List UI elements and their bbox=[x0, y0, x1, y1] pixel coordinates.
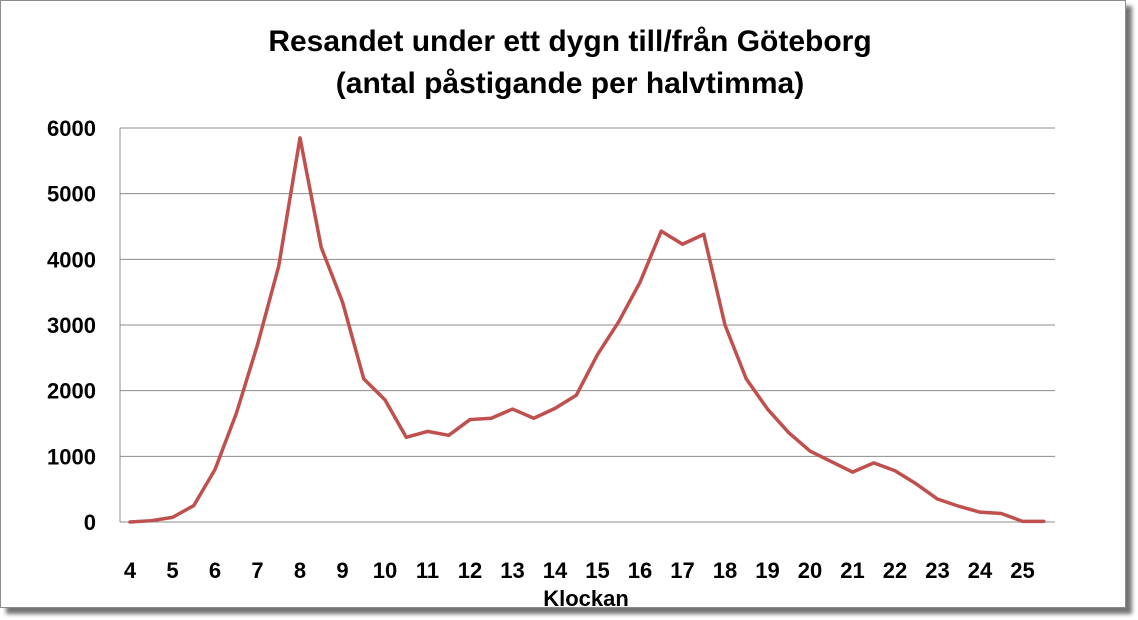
y-tick-label: 2000 bbox=[47, 379, 96, 404]
axes bbox=[119, 128, 1055, 523]
gridlines bbox=[120, 127, 1055, 457]
x-tick-label: 17 bbox=[670, 558, 694, 583]
x-tick-labels: 4 5 6 7 8 9 10 11 12 13 14 15 16 17 18 19 20 21 22 23 24 25 bbox=[124, 558, 1035, 583]
x-tick-label: 24 bbox=[968, 558, 993, 583]
y-tick-label: 6000 bbox=[47, 116, 96, 141]
y-tick-label: 4000 bbox=[47, 247, 96, 272]
x-tick-label: 8 bbox=[294, 558, 306, 583]
x-tick-label: 19 bbox=[755, 558, 779, 583]
x-tick-label: 14 bbox=[543, 558, 568, 583]
x-tick-label: 16 bbox=[628, 558, 652, 583]
x-tick-label: 18 bbox=[713, 558, 737, 583]
x-tick-label: 10 bbox=[373, 558, 397, 583]
x-axis-label: Klockan bbox=[543, 586, 629, 611]
y-tick-label: 0 bbox=[84, 510, 96, 535]
x-tick-label: 13 bbox=[500, 558, 524, 583]
y-tick-label: 3000 bbox=[47, 313, 96, 338]
x-tick-label: 21 bbox=[840, 558, 864, 583]
y-tick-labels: 0 1000 2000 3000 4000 5000 6000 bbox=[47, 116, 96, 535]
x-tick-label: 9 bbox=[336, 558, 348, 583]
x-tick-label: 25 bbox=[1010, 558, 1034, 583]
x-tick-label: 7 bbox=[251, 558, 263, 583]
line-chart: 0 1000 2000 3000 4000 5000 6000 4 5 6 7 8 9 10 11 12 13… bbox=[47, 116, 1055, 583]
x-tick-label: 5 bbox=[166, 558, 178, 583]
series-layer bbox=[128, 136, 1046, 524]
series-line bbox=[128, 136, 1046, 524]
x-tick-label: 22 bbox=[883, 558, 907, 583]
x-tick-label: 20 bbox=[798, 558, 822, 583]
y-tick-label: 5000 bbox=[47, 182, 96, 207]
x-tick-label: 23 bbox=[925, 558, 949, 583]
x-tick-label: 12 bbox=[458, 558, 482, 583]
chart-title: Resandet under ett dygn till/från Götebo… bbox=[268, 25, 872, 58]
x-tick-label: 6 bbox=[209, 558, 221, 583]
x-tick-label: 11 bbox=[416, 558, 439, 583]
x-tick-label: 4 bbox=[124, 558, 137, 583]
chart-subtitle: (antal påstigande per halvtimma) bbox=[335, 67, 805, 100]
chart-frame bbox=[0, 0, 1126, 608]
y-tick-label: 1000 bbox=[47, 444, 96, 469]
x-tick-label: 15 bbox=[585, 558, 609, 583]
